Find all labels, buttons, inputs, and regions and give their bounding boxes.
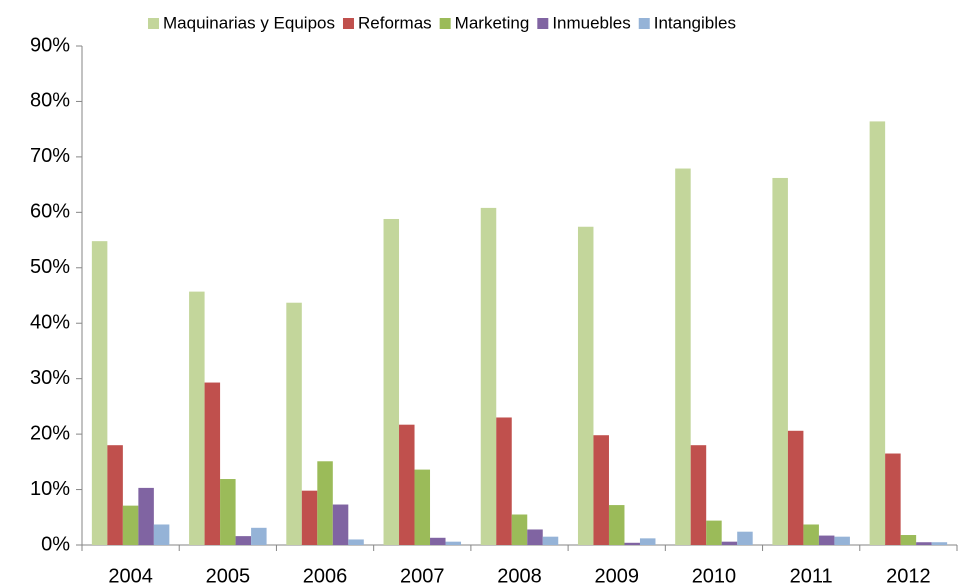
x-tick-label: 2005	[206, 565, 251, 586]
bar	[138, 487, 154, 545]
bar	[251, 527, 267, 545]
bar	[399, 424, 415, 545]
bar	[189, 291, 205, 545]
bar	[445, 541, 462, 545]
bar	[690, 445, 707, 545]
bar	[675, 168, 691, 545]
legend-label: Maquinarias y Equipos	[163, 13, 335, 32]
y-tick-label: 20%	[30, 422, 70, 444]
legend-label: Marketing	[455, 13, 530, 32]
legend-swatch	[439, 18, 451, 29]
bar	[577, 226, 594, 545]
bar	[931, 542, 948, 545]
bar	[430, 537, 446, 545]
bar	[737, 531, 753, 545]
bar	[496, 417, 512, 545]
legend-swatch	[342, 18, 354, 29]
x-tick-label: 2011	[790, 565, 833, 586]
y-tick-label: 10%	[30, 478, 70, 500]
y-tick-label: 70%	[30, 145, 70, 167]
y-tick-label: 50%	[30, 256, 70, 278]
x-tick-label: 2010	[692, 565, 737, 586]
bar	[383, 218, 400, 545]
bar	[885, 453, 901, 545]
x-tick-label: 2012	[886, 565, 931, 586]
y-tick-label: 60%	[30, 201, 70, 223]
bar	[818, 535, 835, 545]
bar	[803, 524, 819, 545]
bar	[220, 479, 236, 545]
x-tick-label: 2006	[303, 565, 348, 586]
bar	[301, 490, 318, 545]
legend-label: Intangibles	[654, 13, 736, 32]
y-tick-label: 0%	[41, 533, 70, 555]
bar	[706, 520, 722, 545]
bar	[593, 435, 609, 545]
x-tick-label: 2004	[108, 565, 153, 586]
y-tick-label: 30%	[30, 367, 70, 389]
bar	[204, 382, 221, 545]
bar	[608, 505, 625, 545]
x-tick-label: 2009	[594, 565, 639, 586]
bar	[235, 536, 252, 545]
y-tick-label: 80%	[30, 90, 70, 112]
bar	[122, 505, 139, 545]
y-tick-label: 40%	[30, 312, 70, 334]
bar	[916, 542, 932, 545]
bar	[834, 536, 850, 545]
bar	[639, 538, 656, 545]
bar	[787, 430, 804, 545]
legend-label: Inmuebles	[552, 13, 630, 32]
bar	[480, 207, 497, 546]
legend-swatch	[638, 18, 650, 29]
bar	[91, 241, 108, 546]
bar	[153, 524, 170, 545]
bar	[721, 541, 738, 545]
bar	[348, 539, 364, 545]
legend-swatch	[537, 18, 549, 29]
bar	[900, 535, 917, 545]
bar	[624, 542, 640, 545]
bar	[869, 121, 886, 545]
bar	[414, 469, 431, 545]
y-tick-label: 90%	[30, 34, 70, 56]
bar	[286, 302, 302, 545]
legend-swatch	[148, 18, 159, 29]
bar	[107, 445, 123, 545]
bar	[511, 514, 528, 545]
x-tick-label: 2007	[400, 565, 445, 586]
bar	[542, 536, 559, 545]
bar	[772, 177, 788, 546]
bar	[332, 504, 349, 545]
legend-label: Reformas	[358, 13, 432, 32]
bar	[317, 461, 333, 545]
x-tick-label: 2008	[497, 565, 542, 586]
bar	[527, 529, 543, 545]
